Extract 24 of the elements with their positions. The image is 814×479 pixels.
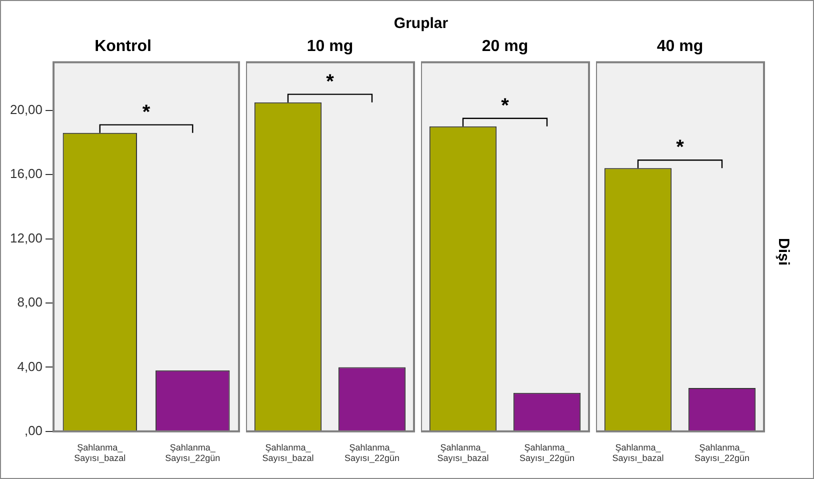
y-tick-label: ,00 <box>24 422 43 438</box>
y-tick-label: 8,00 <box>17 294 43 310</box>
x-tick-label: Şahlanma_Sayısı_22gün <box>344 442 400 464</box>
text: Gruplar <box>392 15 450 34</box>
x-tick-label: Şahlanma_Sayısı_22gün <box>165 442 220 464</box>
y-tick-label: 4,00 <box>17 358 43 374</box>
x-tick-label: Şahlanma_Sayısı_bazal <box>437 442 489 464</box>
x-tick-label: Şahlanma_Sayısı_bazal <box>262 442 314 464</box>
annotation: * <box>501 94 510 117</box>
x-tick-label: Şahlanma_Sayısı_bazal <box>612 442 664 464</box>
chart-title: Kontrol <box>94 38 152 56</box>
y-tick-label: 12,00 <box>10 230 43 246</box>
x-tick-label: Şahlanma_Sayısı_22gün <box>519 442 575 464</box>
y-tick-label: 20,00 <box>10 102 43 117</box>
chart-title: 20 mg <box>482 38 528 56</box>
x-tick-label: Şahlanma_Sayısı_bazal <box>74 442 126 464</box>
annotation: * <box>326 70 334 93</box>
x-tick-label: Şahlanma_Sayısı_22gün <box>694 442 750 464</box>
chart-title: 40 mg <box>656 38 704 56</box>
annotation: * <box>142 101 150 124</box>
chart-title: 10 mg <box>306 38 354 56</box>
annotation: * <box>676 136 684 159</box>
y2-axis-title: Dişi <box>774 238 792 266</box>
y-tick-label: 16,00 <box>10 166 43 182</box>
